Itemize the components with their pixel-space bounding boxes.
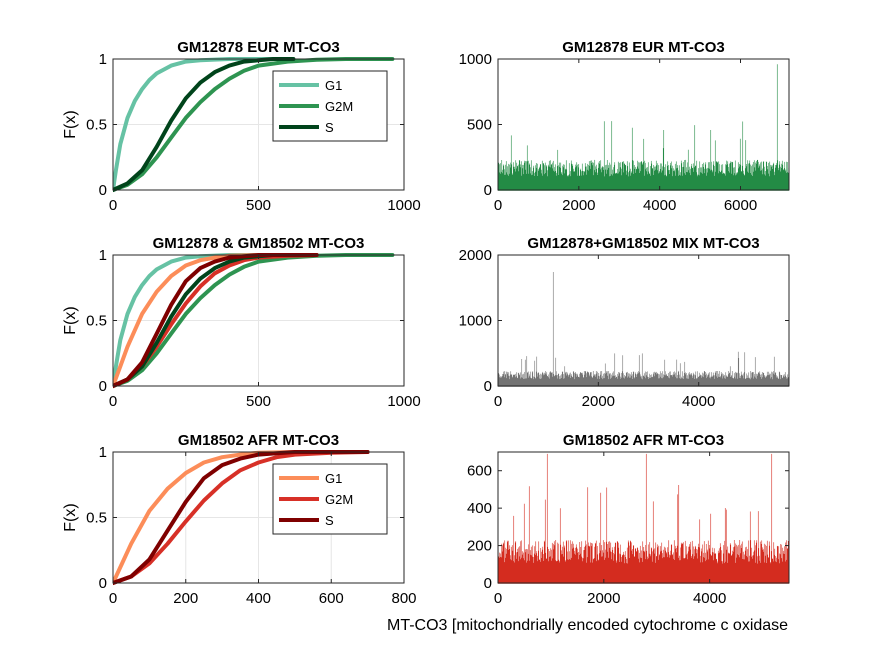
y-axis-label: F(x) — [62, 503, 79, 531]
legend: G1 G2M S — [272, 463, 388, 535]
subplot-title: GM12878 & GM18502 MT-CO3 — [153, 235, 365, 252]
x-tick-label: 800 — [391, 590, 416, 607]
legend-label: G2M — [325, 99, 353, 114]
y-tick-label: 0 — [484, 378, 492, 395]
y-tick-label: 0 — [484, 575, 492, 592]
y-tick-label: 0 — [99, 182, 107, 199]
y-tick-label: 1 — [99, 247, 107, 264]
x-tick-label: 0 — [109, 590, 117, 607]
plot-frame — [497, 451, 790, 584]
x-tick-label: 4000 — [682, 393, 715, 410]
subplot-2: 0 2000 4000 6000 0 500 1000 GM12878 EUR MT-CO3 — [459, 39, 790, 214]
subplot-title: GM18502 AFR MT-CO3 — [178, 432, 339, 449]
subplot-title: GM12878 EUR MT-CO3 — [177, 39, 340, 56]
x-tick-label: 0 — [109, 393, 117, 410]
y-tick-label: 1 — [99, 51, 107, 68]
y-tick-label: 0.5 — [86, 510, 107, 527]
y-tick-label: 1000 — [459, 51, 492, 68]
x-tick-label: 0 — [494, 197, 502, 214]
y-tick-label: 200 — [467, 538, 492, 555]
x-tick-label: 0 — [109, 197, 117, 214]
subplot-title: GM12878 EUR MT-CO3 — [562, 39, 725, 56]
figure-xlabel: MT-CO3 [mitochondrially encoded cytochro… — [387, 617, 788, 634]
x-tick-label: 500 — [246, 197, 271, 214]
subplot-3: 0 500 1000 0 0.5 1 GM12878 & GM18502 MT-CO3 F(x… — [62, 235, 421, 410]
legend-label: G2M — [325, 492, 353, 507]
x-tick-label: 2000 — [582, 393, 615, 410]
legend: G1 G2M S — [272, 70, 388, 142]
series-line-g2m — [113, 450, 370, 585]
subplot-4: 0 2000 4000 0 1000 2000 GM12878+GM18502 MIX MT… — [459, 235, 790, 410]
subplot-6: 0 2000 4000 0 200 400 600 GM18502 AFR MT-CO3 — [467, 432, 790, 607]
y-tick-label: 0.5 — [86, 313, 107, 330]
x-tick-label: 500 — [246, 393, 271, 410]
y-tick-label: 0 — [99, 378, 107, 395]
x-tick-label: 4000 — [643, 197, 676, 214]
legend-label: S — [325, 120, 334, 135]
legend-label: S — [325, 513, 334, 528]
x-tick-label: 2000 — [587, 590, 620, 607]
x-tick-label: 1000 — [387, 393, 420, 410]
x-tick-label: 200 — [173, 590, 198, 607]
subplot-5: 0 200 400 600 800 0 0.5 1 GM18502 AFR MT-CO3 F(x)… — [62, 432, 417, 607]
y-tick-label: 1 — [99, 444, 107, 461]
subplot-title: GM18502 AFR MT-CO3 — [563, 432, 724, 449]
subplot-1: 0 500 1000 0 0.5 1 GM12878 EUR MT-CO3 F(x) G1 G2M… — [62, 39, 421, 214]
y-tick-label: 2000 — [459, 247, 492, 264]
x-tick-label: 600 — [319, 590, 344, 607]
x-tick-label: 6000 — [724, 197, 757, 214]
legend-label: G1 — [325, 78, 342, 93]
x-tick-label: 400 — [246, 590, 271, 607]
legend-label: G1 — [325, 471, 342, 486]
x-tick-label: 0 — [494, 393, 502, 410]
y-tick-label: 400 — [467, 500, 492, 517]
y-tick-label: 0 — [99, 575, 107, 592]
x-tick-label: 2000 — [562, 197, 595, 214]
x-tick-label: 1000 — [387, 197, 420, 214]
y-axis-label: F(x) — [62, 306, 79, 334]
x-tick-label: 4000 — [693, 590, 726, 607]
x-tick-label: 0 — [494, 590, 502, 607]
y-tick-label: 1000 — [459, 313, 492, 330]
y-tick-label: 0 — [484, 182, 492, 199]
y-tick-label: 0.5 — [86, 117, 107, 134]
plot-area — [498, 255, 789, 386]
y-axis-label: F(x) — [62, 110, 79, 138]
series-line-g2m — [113, 57, 395, 192]
y-tick-label: 500 — [467, 117, 492, 134]
subplot-title: GM12878+GM18502 MIX MT-CO3 — [527, 235, 759, 252]
y-tick-label: 600 — [467, 463, 492, 480]
